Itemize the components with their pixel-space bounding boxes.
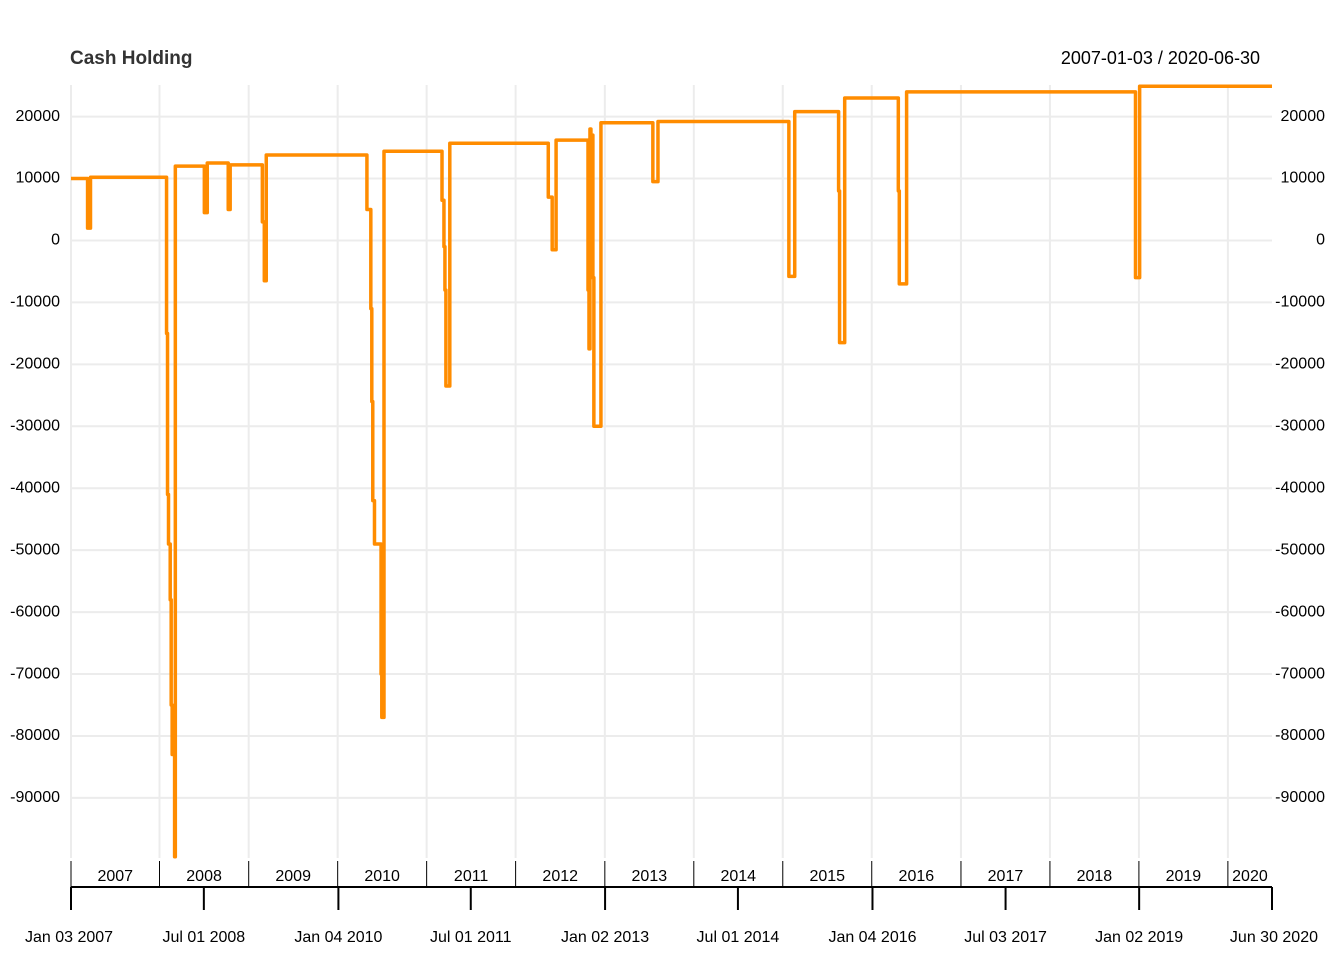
y-tick-label: -60000	[10, 603, 60, 620]
y-tick-label: 10000	[16, 170, 61, 187]
y-tick-label: 0	[51, 232, 60, 249]
x-tick-label: Jul 03 2017	[964, 929, 1047, 946]
y-tick-label: -40000	[10, 479, 60, 496]
year-label: 2013	[632, 868, 668, 885]
cash-line	[71, 84, 1272, 859]
year-label: 2010	[364, 868, 400, 885]
year-label: 2015	[809, 868, 845, 885]
y-tick-label: -80000	[10, 727, 60, 744]
y-tick-label-right: -70000	[1275, 665, 1325, 682]
year-label: 2014	[720, 868, 756, 885]
y-tick-label: -50000	[10, 541, 60, 558]
date-range: 2007-01-03 / 2020-06-30	[1061, 48, 1260, 68]
year-label: 2009	[275, 868, 311, 885]
y-tick-label: 20000	[16, 108, 61, 125]
y-tick-label: -90000	[10, 789, 60, 806]
year-label: 2020	[1232, 868, 1268, 885]
year-label: 2017	[988, 868, 1024, 885]
y-tick-label-right: -80000	[1275, 727, 1325, 744]
year-label: 2011	[454, 868, 489, 885]
y-tick-label-right: -10000	[1275, 294, 1325, 311]
y-tick-label-right: -50000	[1275, 541, 1325, 558]
year-label: 2018	[1077, 868, 1113, 885]
year-label: 2008	[186, 868, 222, 885]
y-tick-label-right: -40000	[1275, 479, 1325, 496]
y-tick-label: -30000	[10, 418, 60, 435]
x-tick-label: Jan 04 2010	[294, 929, 382, 946]
y-tick-label: -70000	[10, 665, 60, 682]
x-tick-label: Jun 30 2020	[1230, 929, 1318, 946]
y-tick-label-right: -60000	[1275, 603, 1325, 620]
y-tick-label-right: -90000	[1275, 789, 1325, 806]
y-tick-label: -10000	[10, 294, 60, 311]
y-tick-label: -20000	[10, 356, 60, 373]
year-label: 2019	[1166, 868, 1202, 885]
x-tick-label: Jul 01 2011	[430, 929, 512, 946]
x-tick-label: Jan 04 2016	[828, 929, 916, 946]
y-tick-label-right: 10000	[1281, 170, 1326, 187]
x-tick-label: Jan 02 2019	[1095, 929, 1183, 946]
x-tick-label: Jul 01 2014	[697, 929, 780, 946]
y-tick-label-right: -30000	[1275, 418, 1325, 435]
x-tick-label: Jan 03 2007	[25, 929, 113, 946]
year-label: 2007	[97, 868, 133, 885]
y-tick-label-right: -20000	[1275, 356, 1325, 373]
year-label: 2016	[899, 868, 935, 885]
y-tick-label-right: 20000	[1281, 108, 1326, 125]
x-tick-label: Jul 01 2008	[162, 929, 245, 946]
chart-title: Cash Holding	[70, 48, 192, 69]
year-label: 2012	[542, 868, 578, 885]
y-tick-label-right: 0	[1316, 232, 1325, 249]
x-tick-label: Jan 02 2013	[561, 929, 649, 946]
